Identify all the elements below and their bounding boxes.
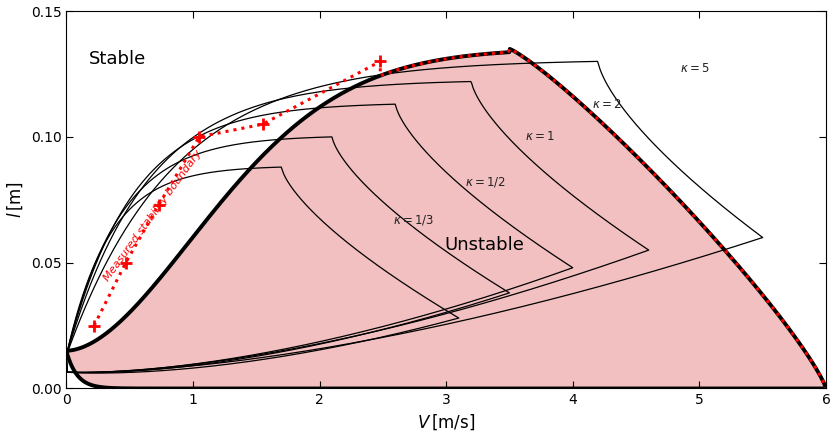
Text: $\kappa = 1/2$: $\kappa = 1/2$ [465, 175, 506, 189]
Text: $\kappa = 1/3$: $\kappa = 1/3$ [393, 213, 434, 227]
Text: $\kappa = 2$: $\kappa = 2$ [592, 98, 621, 111]
Text: $\kappa = 5$: $\kappa = 5$ [681, 63, 710, 75]
Text: Measured stability boundary: Measured stability boundary [102, 148, 203, 283]
Text: Stable: Stable [89, 50, 146, 68]
Text: $\kappa = 1$: $\kappa = 1$ [525, 131, 554, 143]
Text: Unstable: Unstable [444, 236, 524, 254]
Y-axis label: $l\,\mathrm{[m]}$: $l\,\mathrm{[m]}$ [6, 181, 25, 218]
X-axis label: $V\,\mathrm{[m/s]}$: $V\,\mathrm{[m/s]}$ [417, 413, 475, 432]
